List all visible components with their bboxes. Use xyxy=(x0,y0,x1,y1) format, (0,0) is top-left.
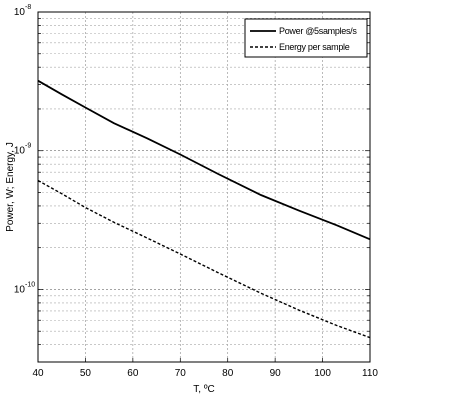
y-tick-label-base: 10 xyxy=(14,284,26,295)
series-lines xyxy=(37,79,371,339)
x-tick-label-40: 40 xyxy=(32,368,44,379)
x-tick-label-80: 80 xyxy=(222,368,234,379)
x-tick-label-70: 70 xyxy=(175,368,187,379)
grid xyxy=(38,12,370,362)
x-axis-label: T, ºC xyxy=(193,384,214,395)
y-tick-label-base: 10 xyxy=(14,146,26,157)
x-tick-label-90: 90 xyxy=(270,368,282,379)
x-tick-label-60: 60 xyxy=(127,368,139,379)
legend-label-energy: Energy per sample xyxy=(279,42,350,52)
series-line-1 xyxy=(37,179,371,339)
y-tick-label-base: 10 xyxy=(14,7,26,18)
x-tick-labels: 40 50 60 70 80 90 100 110 xyxy=(32,358,378,379)
legend-box xyxy=(244,18,368,58)
legend-label-power: Power @5samples/s xyxy=(279,26,357,36)
plot-frame xyxy=(37,11,371,363)
y-tick-label-exponent: -10 xyxy=(25,281,35,288)
y-axis-label: Power, W; Energy, J xyxy=(5,142,16,232)
x-tick-label-110: 110 xyxy=(362,368,378,379)
series-line-0 xyxy=(37,79,371,241)
x-tick-label-100: 100 xyxy=(314,368,331,379)
y-tick-label-exponent: -9 xyxy=(25,143,31,150)
x-tick-label-50: 50 xyxy=(80,368,92,379)
y-tick-label-exponent: -8 xyxy=(25,4,31,11)
legend: Power @5samples/s Energy per sample xyxy=(244,18,368,58)
